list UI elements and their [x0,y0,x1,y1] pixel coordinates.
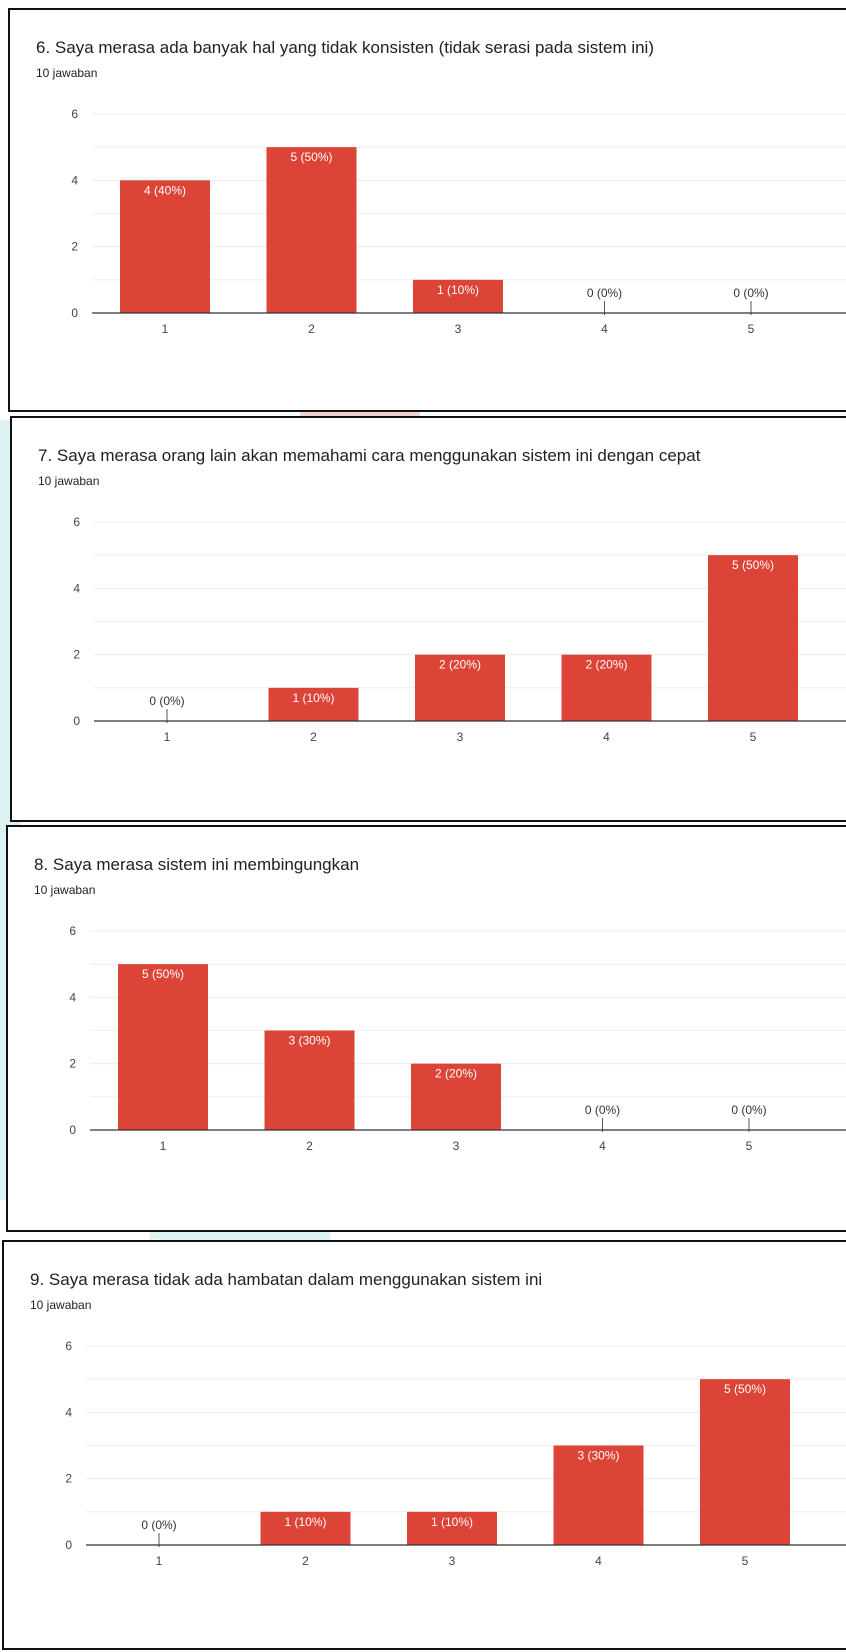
bar [411,1063,501,1130]
response-count: 10 jawaban [38,474,100,488]
y-tick-label: 6 [69,924,76,938]
y-tick-label: 4 [73,581,80,595]
data-label: 0 (0%) [587,286,622,300]
bar-chart: 0 2 4 6 0 (0%) 1 1 (10%) 2 1 (10%) 3 3 (30%) 4 5 (50… [65,1339,846,1568]
x-tick-label: 1 [156,1554,163,1568]
x-tick-label: 4 [599,1139,606,1153]
response-count: 10 jawaban [36,66,98,80]
response-count: 10 jawaban [34,883,96,897]
y-tick-label: 4 [71,173,78,187]
data-label: 2 (20%) [439,658,481,672]
bar [413,279,503,313]
data-label: 5 (50%) [142,967,184,981]
x-tick-label: 2 [306,1139,313,1153]
y-tick-label: 6 [71,107,78,121]
bar-chart: 0 2 4 6 5 (50%) 1 3 (30%) 2 2 (20%) 3 0 (0%) 4 0 (0%… [69,924,846,1153]
y-tick-label: 6 [65,1339,72,1353]
x-tick-label: 4 [595,1554,602,1568]
x-tick-label: 3 [449,1554,456,1568]
y-tick-label: 4 [65,1405,72,1419]
data-label: 0 (0%) [141,1518,176,1532]
question-title: 6. Saya merasa ada banyak hal yang tidak… [36,38,654,57]
x-tick-label: 5 [748,322,755,336]
question-title: 9. Saya merasa tidak ada hambatan dalam … [30,1270,543,1289]
bar-chart: 0 2 4 6 0 (0%) 1 1 (10%) 2 2 (20%) 3 2 (20%) 4 5 (50… [73,515,846,744]
x-tick-label: 1 [162,322,169,336]
data-label: 4 (40%) [144,183,186,197]
data-label: 2 (20%) [585,658,627,672]
bar [407,1511,497,1545]
data-label: 1 (10%) [292,691,334,705]
x-tick-label: 1 [164,730,171,744]
y-tick-label: 2 [65,1472,72,1486]
bar [708,555,798,721]
y-tick-label: 2 [71,240,78,254]
data-label: 1 (10%) [431,1515,473,1529]
x-tick-label: 5 [750,730,757,744]
x-tick-label: 4 [601,322,608,336]
question-title: 8. Saya merasa sistem ini membingungkan [34,855,360,874]
bar [118,964,208,1130]
y-tick-label: 2 [69,1057,76,1071]
x-tick-label: 3 [453,1139,460,1153]
data-label: 5 (50%) [290,150,332,164]
question-card-7: 7. Saya merasa orang lain akan memahami … [10,416,846,822]
y-tick-label: 4 [69,990,76,1004]
x-tick-label: 3 [457,730,464,744]
bar [553,1445,644,1545]
x-tick-label: 5 [746,1139,753,1153]
bar [260,1511,351,1545]
bar [561,654,652,721]
data-label: 2 (20%) [435,1067,477,1081]
y-tick-label: 0 [65,1538,72,1552]
bar [268,687,359,721]
data-label: 0 (0%) [149,694,184,708]
data-label: 1 (10%) [284,1515,326,1529]
y-tick-label: 0 [71,306,78,320]
data-label: 5 (50%) [724,1382,766,1396]
x-tick-label: 3 [455,322,462,336]
x-tick-label: 2 [302,1554,309,1568]
y-tick-label: 0 [73,714,80,728]
y-tick-label: 0 [69,1123,76,1137]
x-tick-label: 2 [310,730,317,744]
question-card-6: 6. Saya merasa ada banyak hal yang tidak… [8,8,846,412]
data-label: 0 (0%) [733,286,768,300]
bar [700,1379,790,1545]
x-tick-label: 2 [308,322,315,336]
bar [120,180,210,313]
bar [415,654,505,721]
data-label: 3 (30%) [577,1449,619,1463]
data-label: 3 (30%) [288,1034,330,1048]
x-tick-label: 1 [160,1139,167,1153]
bar [264,1030,355,1130]
bar-chart: 0 2 4 6 4 (40%) 1 5 (50%) 2 1 (10%) 3 0 (0%) 4 0 (0%… [71,107,846,336]
x-tick-label: 4 [603,730,610,744]
response-count: 10 jawaban [30,1298,92,1312]
data-label: 0 (0%) [731,1103,766,1117]
data-label: 0 (0%) [585,1103,620,1117]
question-card-9: 9. Saya merasa tidak ada hambatan dalam … [2,1240,846,1650]
x-tick-label: 5 [742,1554,749,1568]
data-label: 1 (10%) [437,283,479,297]
y-tick-label: 2 [73,648,80,662]
question-card-8: 8. Saya merasa sistem ini membingungkan … [6,825,846,1232]
bar [266,147,357,313]
data-label: 5 (50%) [732,558,774,572]
y-tick-label: 6 [73,515,80,529]
question-title: 7. Saya merasa orang lain akan memahami … [38,446,701,465]
